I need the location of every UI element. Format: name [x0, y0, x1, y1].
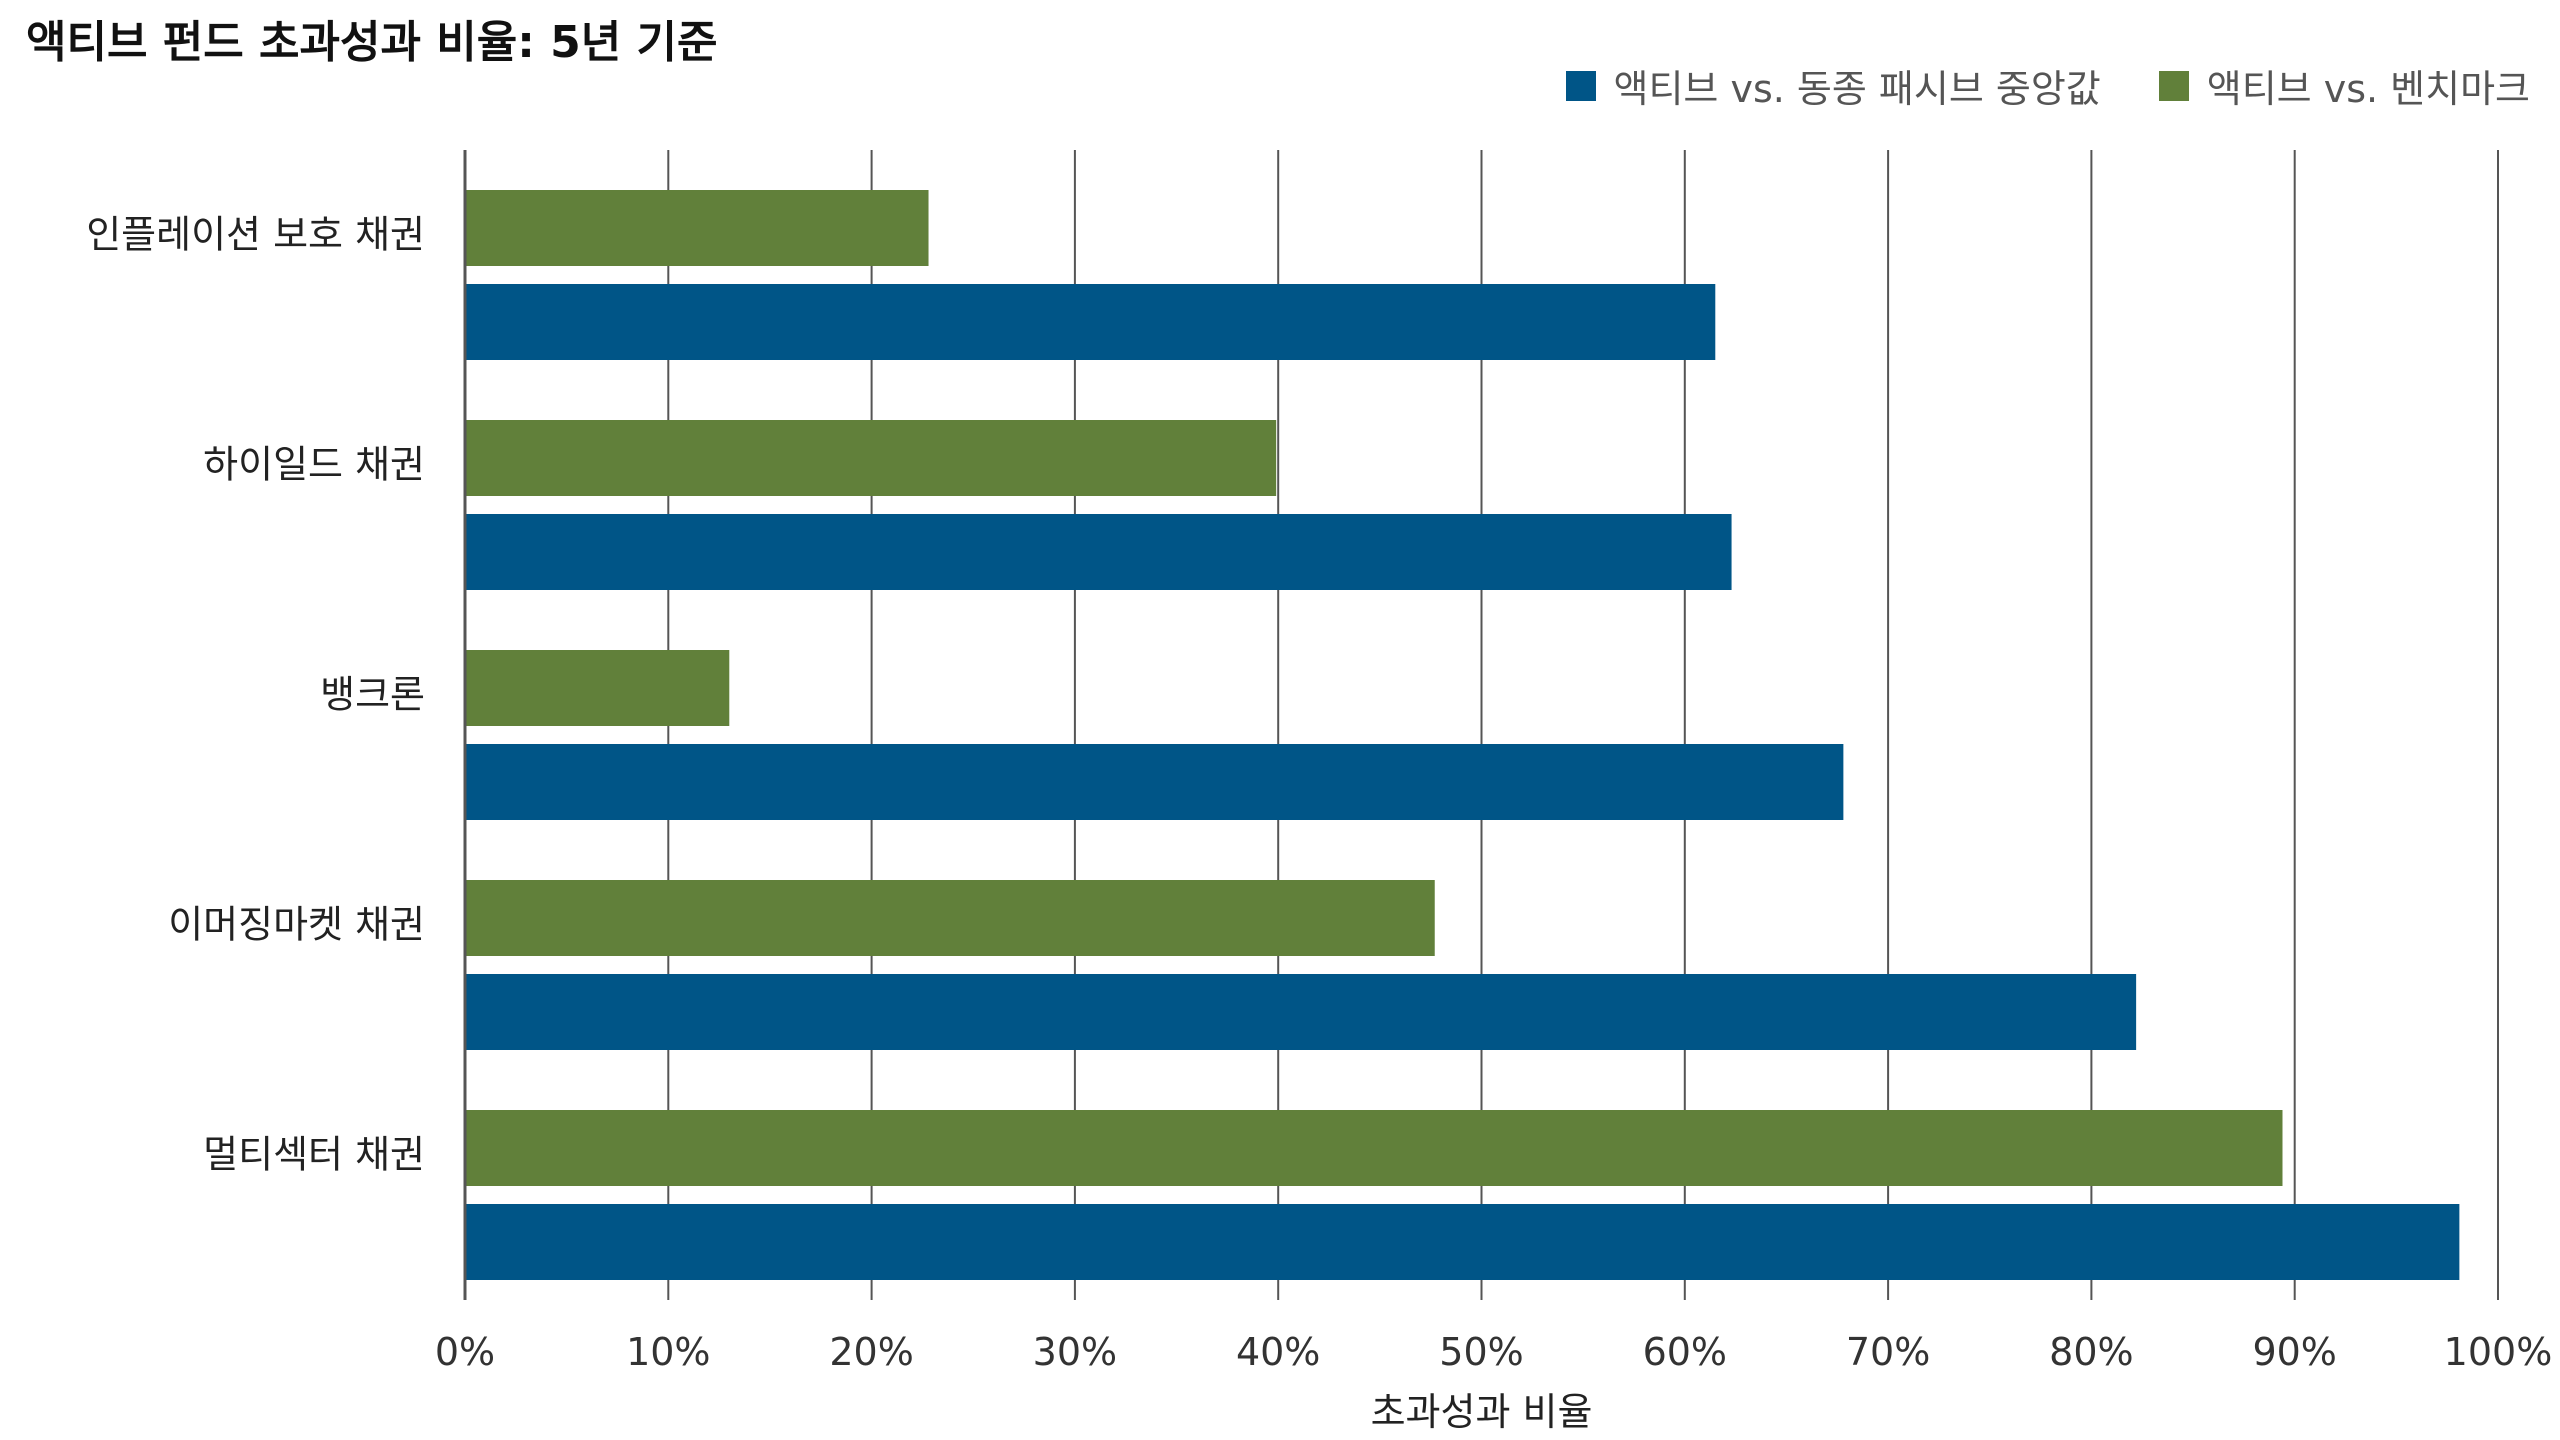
legend-swatch-passive-median — [1565, 70, 1596, 101]
x-tick-label: 80% — [2049, 1330, 2133, 1374]
x-tick-label: 60% — [1643, 1330, 1727, 1374]
x-tick-label: 10% — [626, 1330, 710, 1374]
chart-title: 액티브 펀드 초과성과 비율: 5년 기준 — [26, 17, 718, 68]
x-tick-label: 0% — [435, 1330, 495, 1374]
legend-item-passive-median: 액티브 vs. 동종 패시브 중앙값 — [1565, 58, 2101, 113]
category-label: 인플레이션 보호 채권 — [86, 213, 425, 257]
x-tick-label: 100% — [2444, 1330, 2553, 1374]
legend: 액티브 vs. 동종 패시브 중앙값 액티브 vs. 벤치마크 — [1565, 58, 2530, 113]
legend-label-passive-median: 액티브 vs. 동종 패시브 중앙값 — [1613, 67, 2101, 111]
x-tick-label: 90% — [2252, 1330, 2336, 1374]
x-tick-label: 50% — [1439, 1330, 1523, 1374]
bar — [465, 190, 929, 266]
bar — [465, 1204, 2460, 1280]
x-tick-label: 30% — [1033, 1330, 1117, 1374]
category-label: 뱅크론 — [320, 673, 425, 717]
x-axis-title: 초과성과 비율 — [1371, 1390, 1593, 1434]
legend-item-benchmark: 액티브 vs. 벤치마크 — [2158, 58, 2530, 113]
bar — [465, 420, 1277, 496]
bar — [465, 650, 730, 726]
bar — [465, 744, 1844, 820]
x-tick-label: 70% — [1846, 1330, 1930, 1374]
bar — [465, 974, 2137, 1050]
x-tick-label: 40% — [1236, 1330, 1320, 1374]
bar — [465, 514, 1732, 590]
legend-swatch-benchmark — [2158, 70, 2189, 101]
category-label: 멀티섹터 채권 — [203, 1133, 425, 1177]
x-tick-label: 20% — [829, 1330, 913, 1374]
bar — [465, 1110, 2283, 1186]
bar — [465, 880, 1435, 956]
category-label: 이머징마켓 채권 — [168, 903, 425, 947]
category-label: 하이일드 채권 — [203, 443, 425, 487]
bar — [465, 284, 1716, 360]
legend-label-benchmark: 액티브 vs. 벤치마크 — [2206, 67, 2530, 111]
